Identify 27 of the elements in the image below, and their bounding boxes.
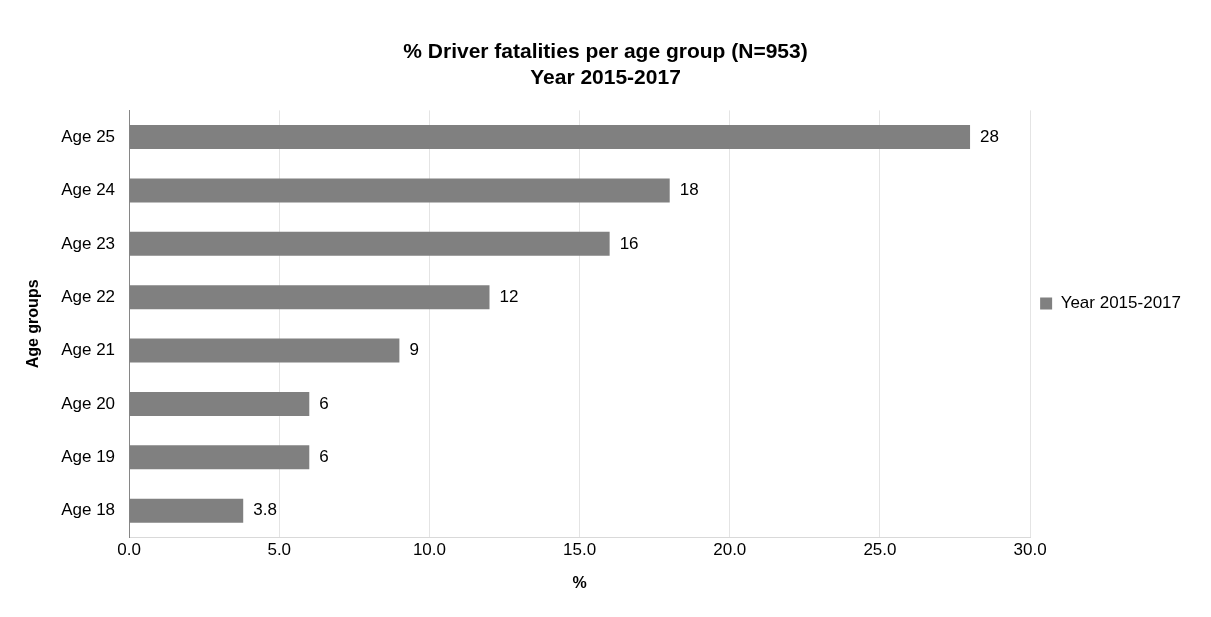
data-label: 18 — [679, 180, 699, 200]
y-tick-label: Age 24 — [61, 180, 116, 200]
x-tick-label: 5.0 — [267, 540, 292, 560]
y-tick-label: Age 18 — [61, 500, 116, 520]
y-tick-label: Age 19 — [61, 447, 116, 467]
y-tick-label: Age 23 — [61, 233, 116, 253]
data-label: 12 — [499, 286, 519, 306]
y-axis-title: Age groups — [24, 279, 42, 369]
data-label: 3.8 — [253, 500, 277, 520]
x-tick-label: 0.0 — [117, 540, 141, 560]
data-label: 9 — [409, 340, 419, 360]
x-tick-label: 25.0 — [863, 540, 897, 560]
data-label: 6 — [319, 393, 329, 413]
x-tick-label: 15.0 — [563, 540, 597, 560]
x-axis-title: % — [572, 573, 587, 591]
data-label: 28 — [980, 126, 999, 146]
chart-title: % Driver fatalities per age group (N=953) Year 2015-2017 — [403, 39, 808, 88]
data-label: 16 — [619, 233, 639, 253]
x-tick-label: 10.0 — [412, 540, 446, 560]
legend-label: Year 2015-2017 — [1060, 293, 1182, 313]
x-tick-label: 30.0 — [1013, 540, 1047, 560]
data-label: 6 — [319, 447, 329, 467]
y-tick-label: Age 20 — [61, 393, 116, 413]
y-tick-label: Age 25 — [61, 126, 116, 146]
x-tick-label: 20.0 — [713, 540, 747, 560]
y-tick-label: Age 22 — [61, 286, 116, 306]
y-tick-label: Age 21 — [61, 340, 116, 360]
